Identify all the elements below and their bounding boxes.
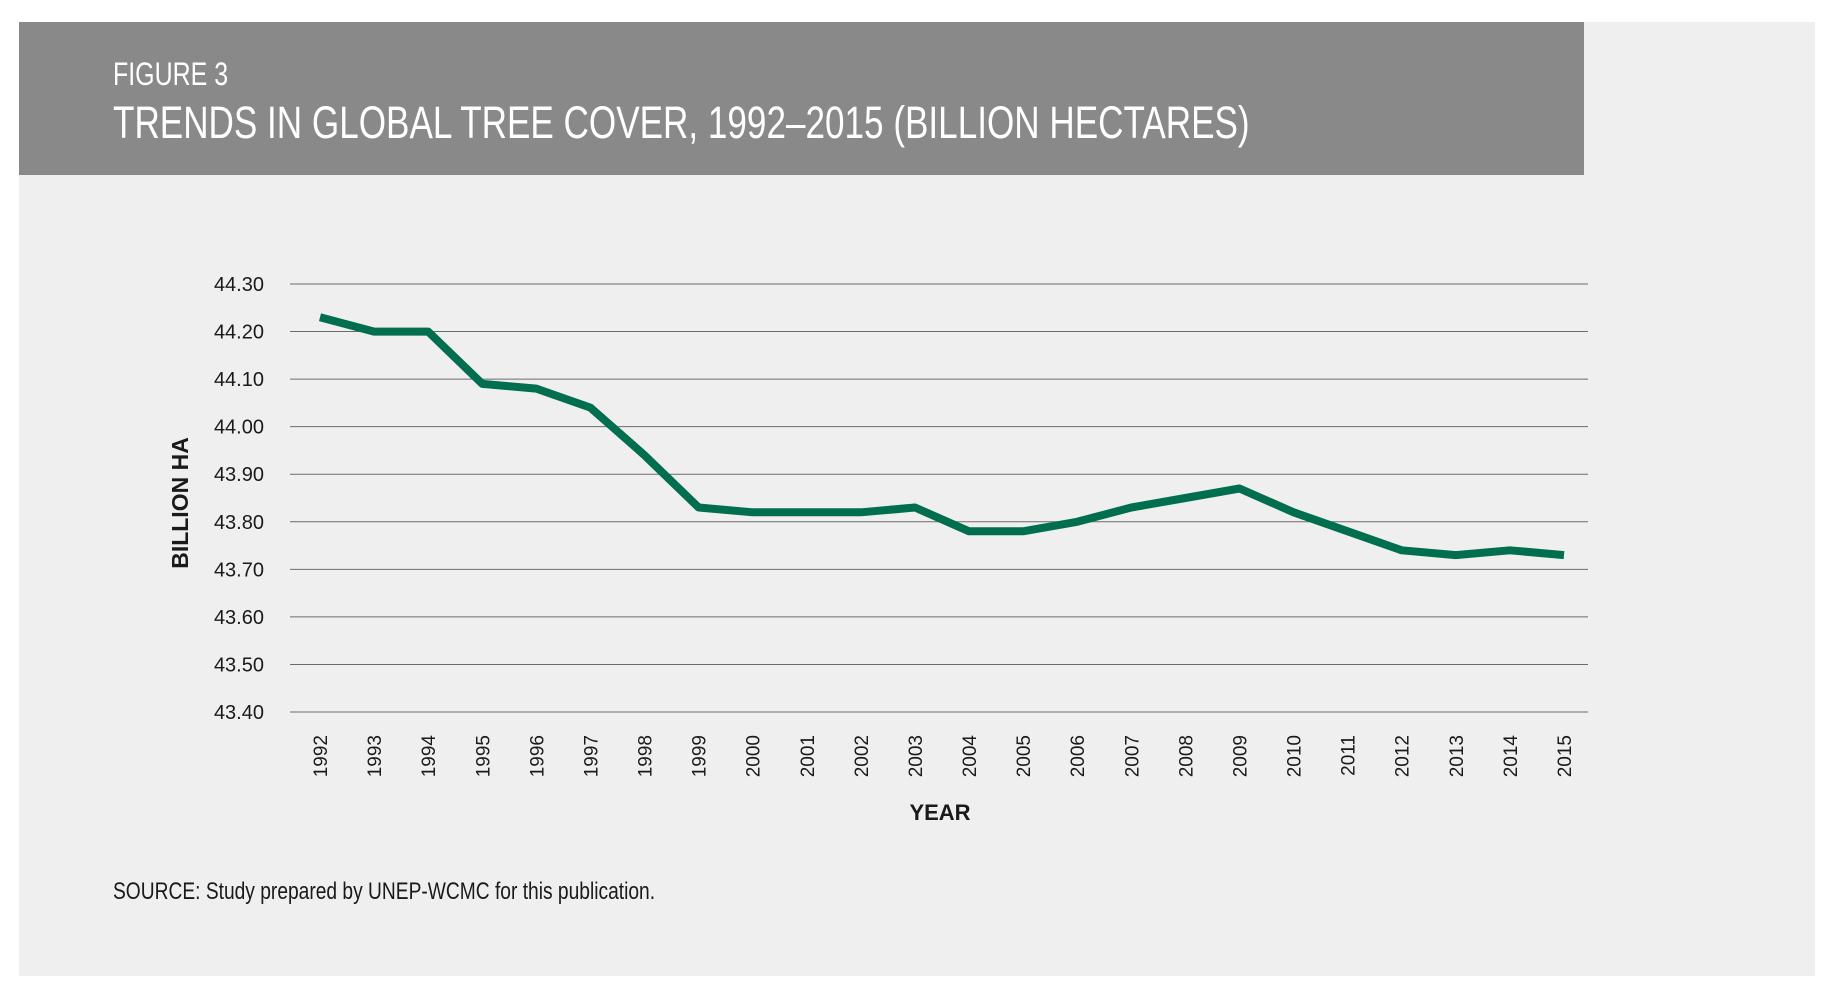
x-tick-label: 2003 (906, 735, 927, 777)
y-tick-label: 43.40 (214, 702, 264, 724)
y-axis-label: BILLION HA (167, 437, 193, 569)
x-tick-label: 1999 (690, 735, 711, 777)
y-tick-label: 44.00 (214, 417, 264, 439)
figure-panel (19, 22, 1815, 976)
x-tick-label: 1994 (419, 735, 440, 778)
x-tick-label: 2001 (798, 735, 819, 777)
figure-label: FIGURE 3 (113, 56, 229, 92)
x-tick-label: 2012 (1393, 735, 1414, 777)
series-line (318, 313, 1565, 560)
x-tick-label: 2004 (960, 735, 981, 778)
x-tick-label: 1992 (311, 735, 332, 777)
source-note: SOURCE: Study prepared by UNEP-WCMC for … (113, 878, 656, 905)
x-tick-label: 2000 (744, 735, 765, 777)
x-tick-label: 2002 (852, 735, 873, 777)
x-axis-label: YEAR (909, 800, 970, 825)
x-tick-label: 2009 (1230, 735, 1251, 777)
series-layer (318, 313, 1565, 560)
x-tick-label: 1997 (581, 735, 602, 777)
x-tick-label: 2005 (1014, 735, 1035, 777)
y-axis-ticks: 44.30 44.20 44.10 44.00 43.90 43.80 43.70 43.60… (214, 274, 264, 724)
x-tick-label: 1995 (473, 735, 494, 777)
x-tick-label: 2013 (1447, 735, 1468, 777)
y-tick-label: 44.30 (214, 274, 264, 296)
y-tick-label: 44.20 (214, 322, 264, 344)
y-tick-label: 43.50 (214, 654, 264, 676)
x-tick-label: 2015 (1555, 735, 1576, 777)
x-tick-label: 1998 (636, 735, 657, 777)
x-tick-label: 2007 (1122, 735, 1143, 777)
y-tick-label: 43.80 (214, 512, 264, 534)
x-tick-label: 2011 (1339, 735, 1360, 776)
grid-lines (290, 283, 1588, 713)
x-tick-label: 2006 (1068, 735, 1089, 777)
y-tick-label: 43.60 (214, 607, 264, 629)
x-tick-label: 1996 (527, 735, 548, 777)
figure-title: TRENDS IN GLOBAL TREE COVER, 1992–2015 (… (113, 97, 1250, 148)
x-tick-label: 2008 (1176, 735, 1197, 777)
x-tick-label: 2010 (1285, 735, 1306, 777)
figure-header: FIGURE 3 TRENDS IN GLOBAL TREE COVER, 19… (19, 22, 1584, 175)
y-tick-label: 43.70 (214, 559, 264, 581)
x-tick-label: 2014 (1501, 735, 1522, 778)
x-axis-ticks: 1992 1993 1994 1995 1996 1997 1998 1999 2000 2001… (311, 735, 1576, 778)
y-tick-label: 43.90 (214, 464, 264, 486)
y-tick-label: 44.10 (214, 369, 264, 391)
x-tick-label: 1993 (365, 735, 386, 777)
